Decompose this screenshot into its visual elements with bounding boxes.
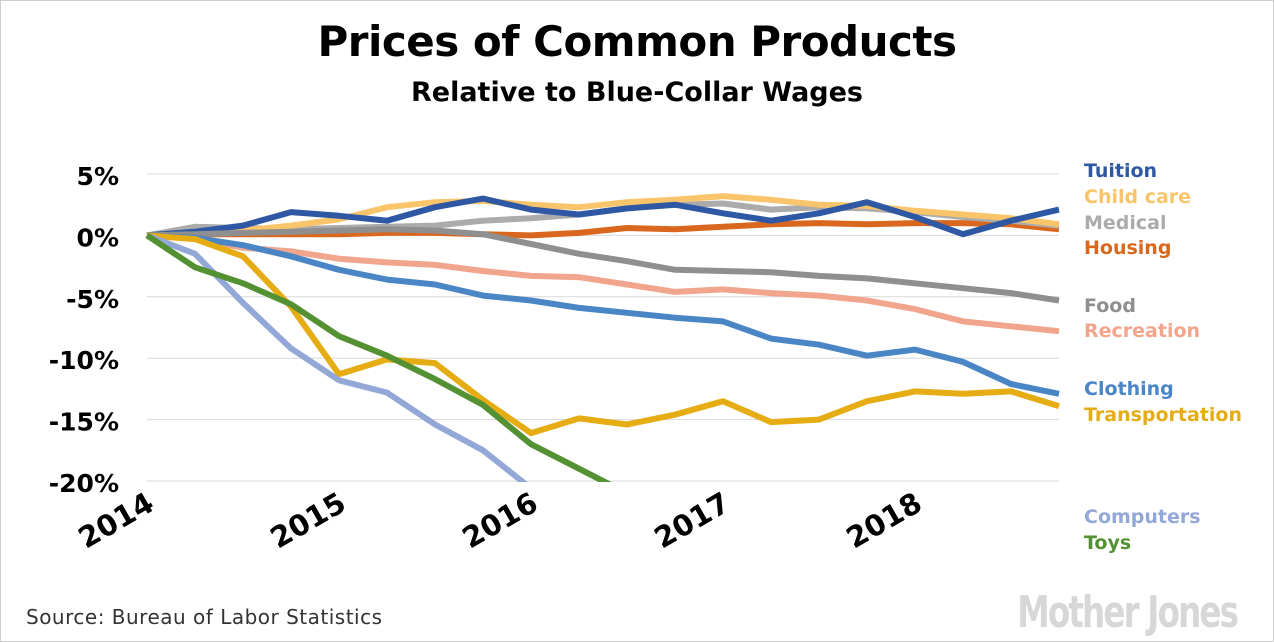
legend-label-food: Food bbox=[1084, 295, 1136, 317]
x-tick-label: 2016 bbox=[457, 485, 544, 555]
series-line-child-care bbox=[146, 193, 1060, 239]
legend-label-toys: Toys bbox=[1084, 532, 1131, 554]
source-note: Source: Bureau of Labor Statistics bbox=[26, 605, 383, 629]
y-tick-label: -5% bbox=[66, 285, 119, 314]
y-tick-label: -15% bbox=[49, 408, 119, 437]
series-line-transportation bbox=[146, 232, 1060, 437]
legend-label-tuition: Tuition bbox=[1084, 160, 1157, 182]
legend-label-child-care: Child care bbox=[1084, 186, 1191, 208]
chart-title: Prices of Common Products bbox=[317, 17, 957, 66]
series-line-clothing bbox=[146, 232, 1060, 397]
y-tick-label: 0% bbox=[77, 223, 119, 252]
series-line-toys bbox=[145, 232, 612, 482]
mother-jones-logo: Mother Jones bbox=[1017, 587, 1239, 638]
x-tick-label: 2015 bbox=[265, 485, 352, 555]
series-line-recreation bbox=[146, 232, 1060, 335]
legend-label-housing: Housing bbox=[1084, 237, 1171, 259]
legend-label-medical: Medical bbox=[1084, 212, 1167, 234]
legend-label-recreation: Recreation bbox=[1084, 320, 1200, 342]
series-line-food bbox=[146, 226, 1060, 304]
x-tick-label: 2017 bbox=[649, 485, 736, 555]
y-tick-label: -20% bbox=[49, 469, 119, 498]
chart-subtitle: Relative to Blue-Collar Wages bbox=[410, 77, 864, 108]
series-line-tuition bbox=[146, 195, 1060, 239]
x-tick-label: 2018 bbox=[841, 485, 928, 555]
legend-label-clothing: Clothing bbox=[1084, 378, 1174, 400]
y-tick-label: -10% bbox=[49, 346, 119, 375]
legend-label-computers: Computers bbox=[1084, 506, 1201, 528]
legend-label-transportation: Transportation bbox=[1084, 404, 1242, 426]
y-tick-label: 5% bbox=[77, 162, 119, 191]
